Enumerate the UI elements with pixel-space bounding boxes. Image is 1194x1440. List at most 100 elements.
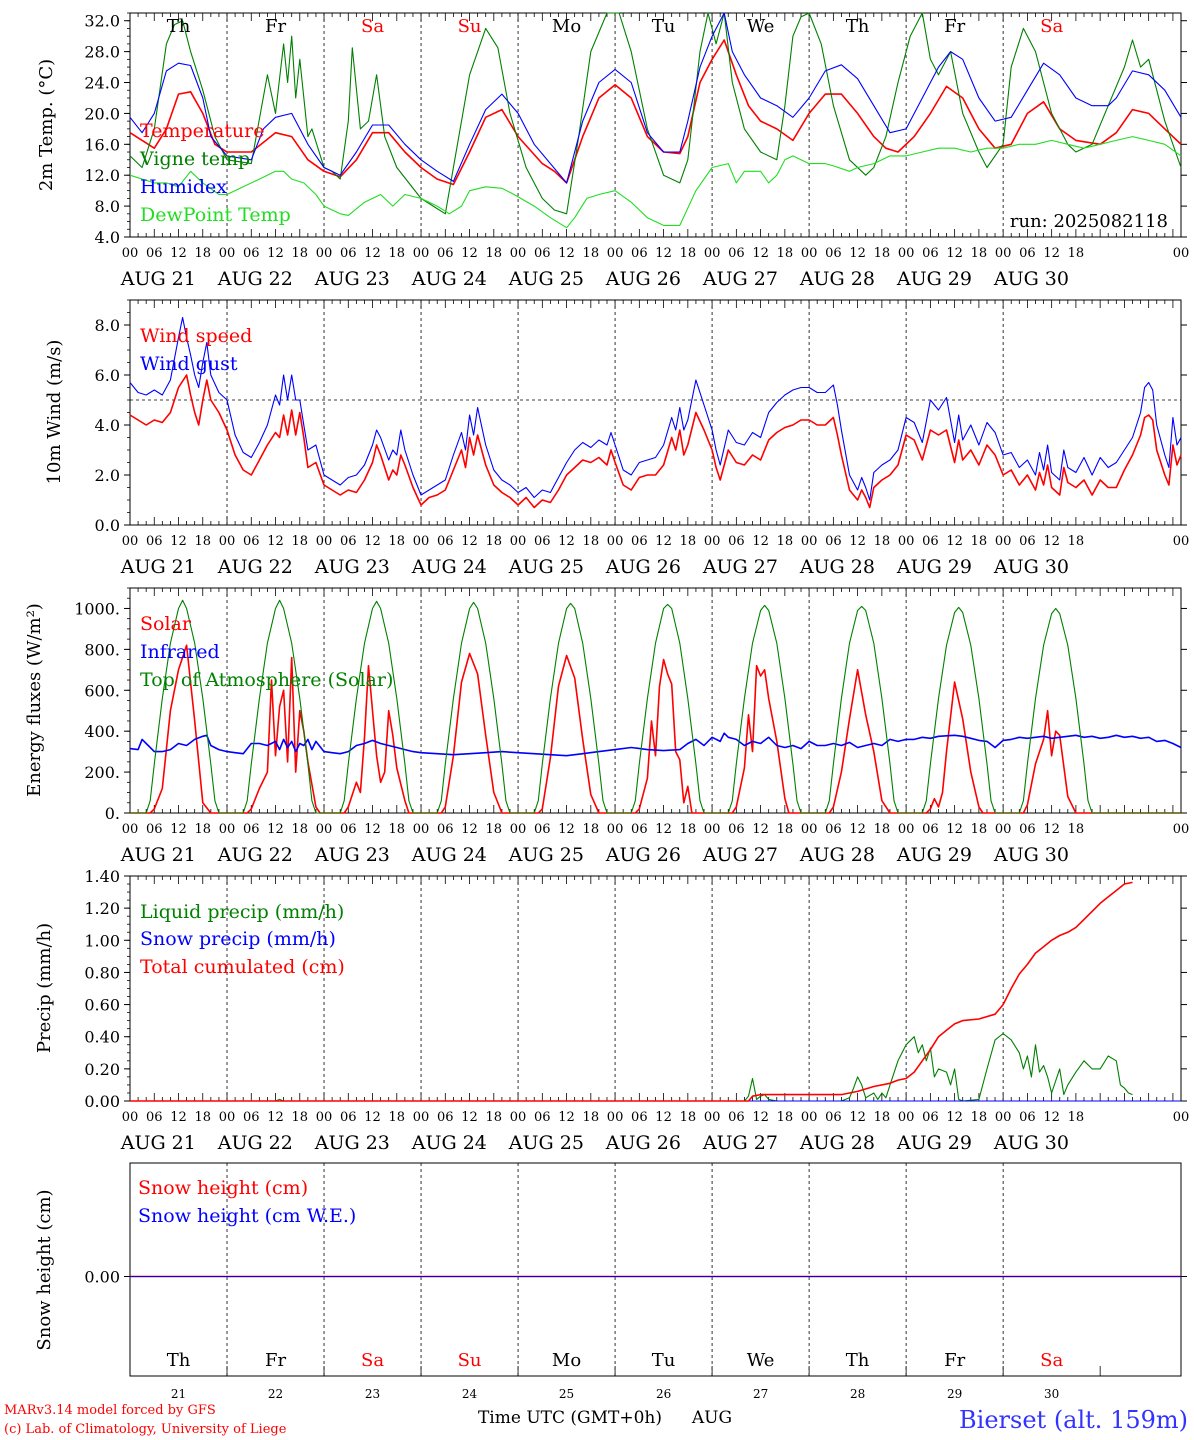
day-name-label: Sa <box>361 16 384 37</box>
day-date-label: 24 <box>462 1387 478 1401</box>
hour-tick-label: 12 <box>267 1110 284 1125</box>
day-name-label: Sa <box>1040 16 1063 37</box>
hour-tick-label: 06 <box>922 246 939 261</box>
hour-tick-label: 18 <box>583 534 600 549</box>
day-name-label: We <box>747 16 775 37</box>
legend-entry: Solar <box>140 613 192 635</box>
hour-tick-label: 12 <box>558 534 575 549</box>
hour-tick-label: 00 <box>122 1110 139 1125</box>
hour-tick-label: 00 <box>995 1110 1012 1125</box>
series-line-wind-gust <box>129 316 1182 501</box>
series-line-solar <box>130 644 1181 814</box>
day-name-label: Fr <box>944 16 965 37</box>
legend-entry: Snow height (cm W.E.) <box>138 1205 356 1227</box>
legend-entry: Humidex <box>140 176 227 198</box>
hour-tick-label: 18 <box>1068 1110 1085 1125</box>
hour-tick-label: 12 <box>267 534 284 549</box>
y-tick-label: 0.40 <box>84 1028 120 1047</box>
hour-tick-label: 12 <box>849 534 866 549</box>
hour-tick-label: 12 <box>461 246 478 261</box>
hour-tick-label: 00 <box>801 822 818 837</box>
y-tick-label: 0.00 <box>84 1268 120 1287</box>
day-name-label: Su <box>458 16 482 37</box>
hour-tick-label: 06 <box>825 1110 842 1125</box>
hour-tick-label: 06 <box>825 246 842 261</box>
hour-tick-label: 00 <box>607 246 624 261</box>
date-label: AUG 30 <box>993 1132 1069 1154</box>
legend-entry: DewPoint Temp <box>140 204 291 226</box>
day-name-label: Mo <box>552 1350 581 1371</box>
series-line-dewpoint-temp <box>129 136 1182 229</box>
hour-tick-label: 18 <box>680 246 697 261</box>
day-date-label: 26 <box>656 1387 671 1401</box>
hour-tick-label: 12 <box>1043 822 1060 837</box>
hour-tick-label: 00 <box>510 534 527 549</box>
hour-tick-label: 00 <box>1173 1110 1190 1125</box>
y-axis-label: Snow height (cm) <box>34 1189 55 1350</box>
hour-tick-label: 12 <box>849 246 866 261</box>
hour-tick-label: 12 <box>752 822 769 837</box>
hour-tick-label: 12 <box>461 534 478 549</box>
hour-tick-label: 18 <box>1068 534 1085 549</box>
hour-tick-label: 12 <box>946 246 963 261</box>
hour-tick-label: 18 <box>1068 246 1085 261</box>
y-tick-label: 12.0 <box>84 166 120 185</box>
day-date-label: 29 <box>947 1387 962 1401</box>
date-label: AUG 29 <box>896 1132 972 1154</box>
hour-tick-label: 12 <box>170 534 187 549</box>
hour-tick-label: 12 <box>849 1110 866 1125</box>
y-tick-label: 32.0 <box>84 12 120 31</box>
hour-tick-label: 12 <box>558 822 575 837</box>
hour-tick-label: 12 <box>170 822 187 837</box>
date-label: AUG 23 <box>314 844 390 866</box>
hour-tick-label: 00 <box>413 246 430 261</box>
hour-tick-label: 00 <box>1173 822 1190 837</box>
y-tick-label: 28.0 <box>84 43 120 62</box>
series-line-liquid-precip-mm-h- <box>130 1032 1133 1102</box>
hour-tick-label: 06 <box>728 534 745 549</box>
hour-tick-label: 00 <box>219 822 236 837</box>
date-label: AUG 24 <box>411 1132 487 1154</box>
hour-tick-label: 12 <box>946 534 963 549</box>
y-tick-label: 2.0 <box>95 466 120 485</box>
hour-tick-label: 06 <box>631 822 648 837</box>
series-line-top-of-atmosphere-solar- <box>130 599 1181 814</box>
plot-frame <box>129 299 1182 526</box>
hour-tick-label: 06 <box>340 534 357 549</box>
hour-tick-label: 12 <box>655 1110 672 1125</box>
hour-tick-label: 12 <box>558 246 575 261</box>
hour-tick-label: 06 <box>146 1110 163 1125</box>
hour-tick-label: 12 <box>946 1110 963 1125</box>
panel-4: 0.00 0.20 0.40 0.60 0.80 1.00 1.20 1.40 Precip (… <box>34 867 1189 1154</box>
y-tick-label: 6.0 <box>95 366 120 385</box>
hour-tick-label: 12 <box>752 534 769 549</box>
hour-tick-label: 00 <box>1173 534 1190 549</box>
hour-tick-label: 12 <box>364 246 381 261</box>
hour-tick-label: 18 <box>583 822 600 837</box>
day-name-label: Sa <box>1040 1350 1063 1371</box>
hour-tick-label: 00 <box>898 246 915 261</box>
day-name-label: Mo <box>552 16 581 37</box>
y-tick-label: 1.00 <box>84 931 120 950</box>
day-date-label: 27 <box>753 1387 768 1401</box>
hour-tick-label: 06 <box>631 534 648 549</box>
hour-tick-label: 06 <box>146 534 163 549</box>
series-line-infrared <box>129 732 1182 757</box>
hour-tick-label: 12 <box>364 534 381 549</box>
time-axis-label: Time UTC (GMT+0h) <box>478 1408 662 1428</box>
hour-tick-label: 06 <box>243 246 260 261</box>
series-line-humidex <box>129 12 1182 184</box>
panel-3: 0. 200. 400. 600. 800. 1000. Energy fluxes (W/… <box>24 587 1190 866</box>
hour-tick-label: 18 <box>194 534 211 549</box>
legend-entry: Vigne temp <box>139 148 250 170</box>
series-line-temperature <box>129 39 1182 186</box>
hour-tick-label: 06 <box>340 822 357 837</box>
date-label: AUG 28 <box>799 1132 875 1154</box>
hour-tick-label: 18 <box>389 822 406 837</box>
hour-tick-label: 06 <box>146 246 163 261</box>
day-name-label: We <box>747 1350 775 1371</box>
hour-tick-label: 00 <box>510 822 527 837</box>
hour-tick-label: 00 <box>995 822 1012 837</box>
legend-entry: Total cumulated (cm) <box>140 956 345 978</box>
hour-tick-label: 12 <box>170 1110 187 1125</box>
